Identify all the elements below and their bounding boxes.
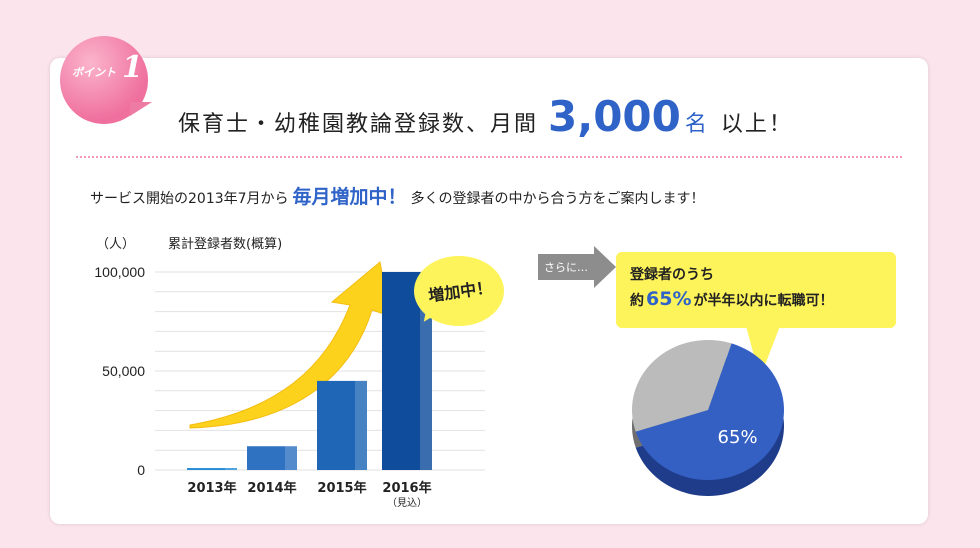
pie-slice <box>632 340 732 432</box>
subline-after: 多くの登録者の中から合う方をご案内します！ <box>410 191 705 207</box>
x-tick-note: （見込） <box>387 497 427 509</box>
x-tick-label: 2016年 <box>382 480 431 496</box>
pie-slice <box>635 343 784 480</box>
sarani-box <box>538 254 594 280</box>
y-tick-label: 50,000 <box>102 363 145 379</box>
x-tick-label: 2014年 <box>247 480 296 496</box>
headline-suffix: 以上！ <box>720 112 793 137</box>
badge-tail <box>130 102 152 116</box>
subline: サービス開始の2013年7月から 毎月増加中！ 多くの登録者の中から合う方をご案… <box>90 182 705 209</box>
arrow-right-icon <box>594 246 616 288</box>
callout-bubble: 登録者のうち 約 65% が半年以内に転職可！ <box>616 252 896 378</box>
callout-line2-post: が半年以内に転職可！ <box>693 293 834 309</box>
y-tick-label: 0 <box>137 462 145 478</box>
callout-line1: 登録者のうち <box>630 267 714 283</box>
subline-before: サービス開始の2013年7月から <box>90 191 289 207</box>
headline-unit: 名 <box>684 112 707 137</box>
headline-prefix: 保育士・幼稚園教論登録数、月間 <box>178 112 539 137</box>
chart-title: 累計登録者数(概算) <box>168 237 283 252</box>
badge-label: ポイント <box>72 66 116 79</box>
bar-highlight <box>355 380 367 470</box>
pie-slice-label: 65% <box>718 427 758 448</box>
pie-chart: 65% <box>632 340 784 496</box>
bar-highlight <box>225 468 237 470</box>
badge-number: 1 <box>122 50 143 85</box>
bar <box>247 446 297 470</box>
subline-highlight: 毎月増加中！ <box>292 186 407 208</box>
y-axis-unit: （人） <box>96 237 136 252</box>
x-tick-label: 2013年 <box>187 480 236 496</box>
callout-line2: 約 65% が半年以内に転職可！ <box>630 288 833 310</box>
headline-number: 3,000 <box>548 92 681 141</box>
bar-highlight <box>285 446 297 470</box>
bar <box>187 468 237 470</box>
bar-chart: 0 50,000 100,000 2013年 2014年 2015年 2016年（見込） <box>94 261 485 509</box>
sarani-tag: さらに… <box>538 246 616 288</box>
y-tick-label: 100,000 <box>94 264 145 280</box>
increase-bubble: 増加中！ <box>414 256 504 327</box>
dotted-divider <box>76 156 902 158</box>
bar-highlight <box>420 272 432 470</box>
headline: 保育士・幼稚園教論登録数、月間 3,000 名 以上！ <box>178 92 793 142</box>
callout-line2-pre: 約 <box>630 293 644 309</box>
callout-percent: 65% <box>646 288 692 310</box>
sarani-text: さらに… <box>544 261 588 274</box>
x-tick-label: 2015年 <box>317 480 366 496</box>
point-badge: ポイント 1 <box>60 36 156 124</box>
bar <box>317 380 367 470</box>
increase-bubble-shape <box>414 256 504 326</box>
